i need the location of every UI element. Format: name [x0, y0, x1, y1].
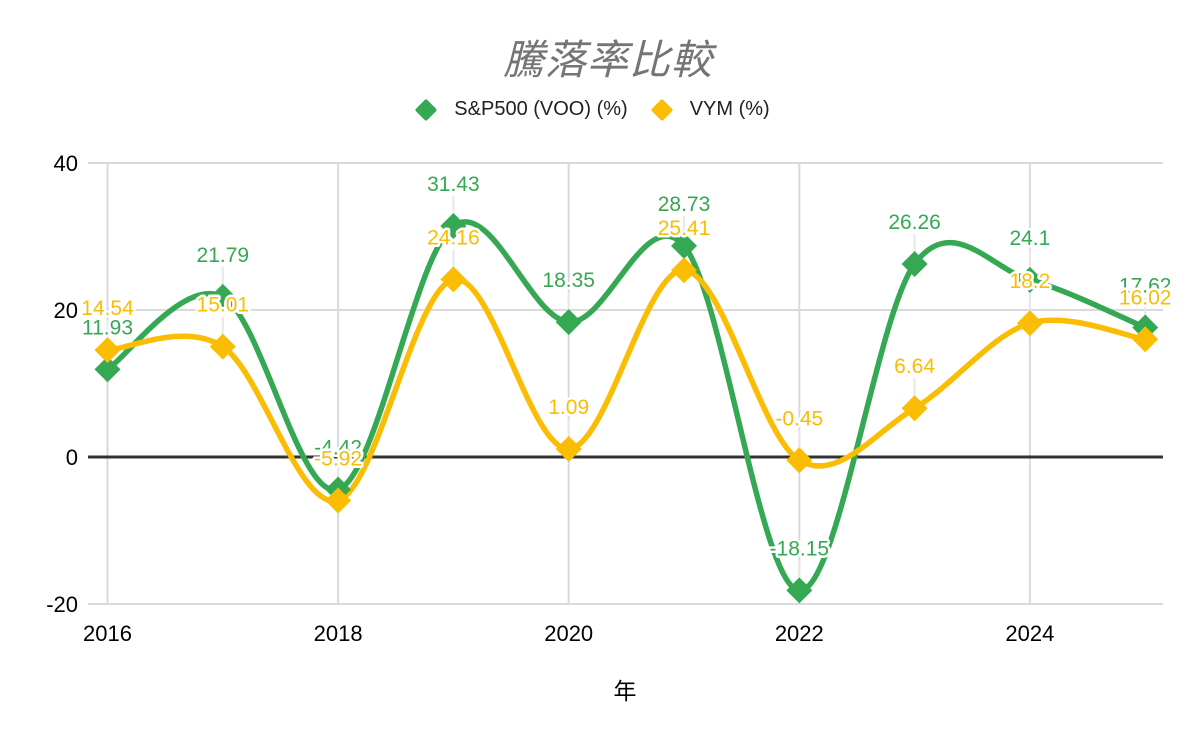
data-label-sp500: 31.43: [427, 173, 480, 196]
data-label-vym: 18.2: [1009, 270, 1050, 293]
x-tick-label: 2022: [775, 621, 824, 646]
data-label-vym: 25.41: [658, 217, 711, 240]
data-point-marker-sp500: [786, 577, 813, 604]
data-point-marker-sp500: [94, 356, 121, 383]
data-label-sp500: 18.35: [542, 269, 595, 292]
data-label-sp500: 28.73: [658, 193, 711, 216]
x-tick-label: 2024: [1005, 621, 1054, 646]
data-point-marker-sp500: [1016, 266, 1043, 293]
data-label-sp500: 24.1: [1009, 227, 1050, 250]
data-point-marker-sp500: [671, 232, 697, 259]
data-point-marker-sp500: [209, 283, 236, 310]
data-label-vym: 16.02: [1119, 286, 1172, 309]
x-axis-title: 年: [613, 678, 637, 704]
data-point-marker-vym: [325, 487, 352, 514]
data-label-sp500: 26.26: [888, 211, 941, 234]
data-label-vym: 1.09: [548, 396, 589, 419]
data-point-marker-vym: [209, 333, 236, 360]
data-label-vym: -5.92: [314, 448, 362, 471]
data-point-marker-vym: [555, 435, 582, 462]
data-point-marker-sp500: [901, 250, 928, 277]
data-label-sp500: -18.15: [770, 537, 830, 560]
data-label-vym: 15.01: [197, 294, 250, 317]
data-label-vym: 24.16: [427, 226, 480, 249]
series-line-sp500: [104, 219, 1148, 594]
data-point-marker-sp500: [555, 309, 582, 336]
data-point-marker-vym: [671, 257, 697, 284]
x-tick-label: 2020: [544, 621, 593, 646]
data-label-sp500: -4.42: [314, 437, 362, 460]
legend: S&P500 (VOO) (%) VYM (%): [0, 98, 1188, 121]
data-point-marker-sp500: [440, 212, 467, 239]
data-point-marker-vym: [901, 395, 928, 422]
data-point-marker-vym: [1132, 326, 1159, 353]
legend-item-sp500: S&P500 (VOO) (%): [414, 98, 628, 121]
data-point-marker-vym: [94, 337, 121, 364]
x-tick-label: 2016: [83, 621, 132, 646]
chart-title: 騰落率比較: [503, 37, 713, 83]
data-label-sp500: 17.62: [1119, 275, 1172, 298]
data-label-sp500: 21.79: [197, 244, 250, 267]
y-tick-label: 0: [66, 445, 78, 470]
x-tick-label: 2018: [314, 621, 363, 646]
y-tick-label: -20: [46, 592, 78, 617]
data-point-marker-vym: [786, 447, 813, 474]
data-label-vym: 14.54: [81, 297, 134, 320]
data-point-marker-vym: [1016, 310, 1043, 337]
data-label-vym: 6.64: [894, 355, 935, 378]
legend-label-sp500: S&P500 (VOO) (%): [454, 98, 628, 120]
y-tick-label: 40: [54, 151, 78, 176]
data-label-sp500: 11.93: [82, 316, 133, 339]
data-label-vym: -0.45: [775, 407, 823, 430]
legend-label-vym: VYM (%): [689, 98, 770, 120]
legend-item-vym: VYM (%): [650, 98, 770, 121]
series-line-vym: [104, 267, 1148, 504]
data-point-marker-vym: [440, 266, 467, 293]
y-tick-label: 20: [54, 298, 78, 323]
